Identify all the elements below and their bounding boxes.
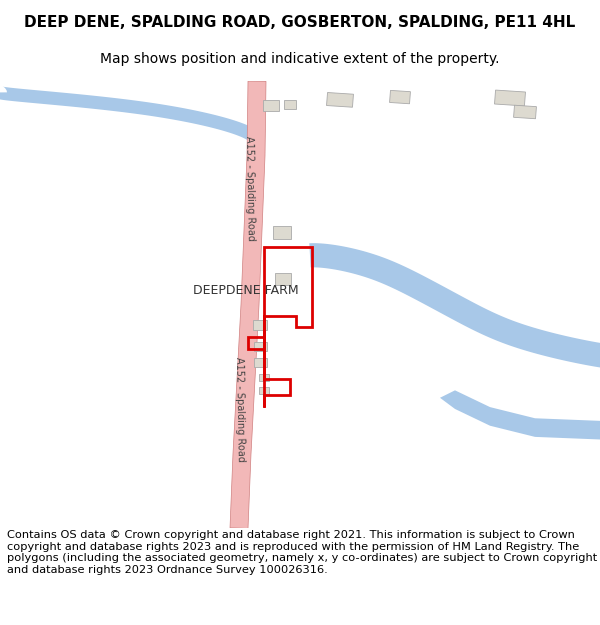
Bar	[263, 100, 279, 111]
Bar	[284, 101, 296, 109]
Bar	[259, 374, 269, 381]
Bar	[326, 92, 353, 108]
Text: Map shows position and indicative extent of the property.: Map shows position and indicative extent…	[100, 51, 500, 66]
Polygon shape	[0, 87, 263, 146]
Polygon shape	[309, 243, 600, 368]
Bar	[494, 90, 526, 106]
Text: A152 - Spalding Road: A152 - Spalding Road	[244, 136, 256, 241]
Bar	[275, 272, 291, 284]
Bar	[259, 387, 269, 394]
Bar	[514, 105, 536, 119]
Text: Contains OS data © Crown copyright and database right 2021. This information is : Contains OS data © Crown copyright and d…	[7, 530, 598, 575]
Text: DEEP DENE, SPALDING ROAD, GOSBERTON, SPALDING, PE11 4HL: DEEP DENE, SPALDING ROAD, GOSBERTON, SPA…	[25, 15, 575, 30]
Polygon shape	[440, 391, 600, 439]
Polygon shape	[230, 81, 266, 529]
Text: DEEPDENE FARM: DEEPDENE FARM	[193, 284, 299, 298]
Bar	[389, 91, 410, 104]
Bar	[254, 342, 266, 351]
Bar	[253, 320, 267, 330]
Text: A152 - Spalding Road: A152 - Spalding Road	[234, 356, 246, 461]
Bar	[273, 226, 291, 239]
Bar	[254, 358, 266, 367]
